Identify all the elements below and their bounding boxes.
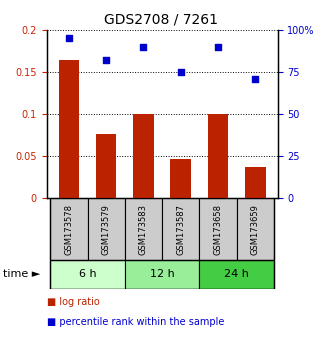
Text: GSM173659: GSM173659 <box>251 204 260 255</box>
Bar <box>199 260 274 289</box>
Bar <box>59 59 79 198</box>
Bar <box>125 198 162 260</box>
Text: GDS2708 / 7261: GDS2708 / 7261 <box>103 12 218 27</box>
Bar <box>162 198 199 260</box>
Point <box>215 44 221 50</box>
Bar <box>170 159 191 198</box>
Text: 24 h: 24 h <box>224 269 249 279</box>
Text: GSM173658: GSM173658 <box>213 204 222 255</box>
Bar <box>208 114 228 198</box>
Text: ■ percentile rank within the sample: ■ percentile rank within the sample <box>47 317 224 327</box>
Point <box>141 44 146 50</box>
Bar <box>199 198 237 260</box>
Text: GSM173583: GSM173583 <box>139 204 148 255</box>
Bar <box>237 198 274 260</box>
Text: GSM173578: GSM173578 <box>65 204 74 255</box>
Bar <box>50 260 125 289</box>
Point <box>178 69 183 75</box>
Bar <box>88 198 125 260</box>
Text: ■ log ratio: ■ log ratio <box>47 297 99 307</box>
Bar <box>50 198 88 260</box>
Bar <box>96 133 117 198</box>
Text: 12 h: 12 h <box>150 269 175 279</box>
Text: GSM173587: GSM173587 <box>176 204 185 255</box>
Point <box>66 36 72 41</box>
Point <box>104 57 109 63</box>
Bar <box>245 167 265 198</box>
Text: time ►: time ► <box>3 269 40 279</box>
Text: GSM173579: GSM173579 <box>102 204 111 255</box>
Bar <box>125 260 199 289</box>
Text: 6 h: 6 h <box>79 269 96 279</box>
Point <box>253 76 258 82</box>
Bar <box>133 114 154 198</box>
